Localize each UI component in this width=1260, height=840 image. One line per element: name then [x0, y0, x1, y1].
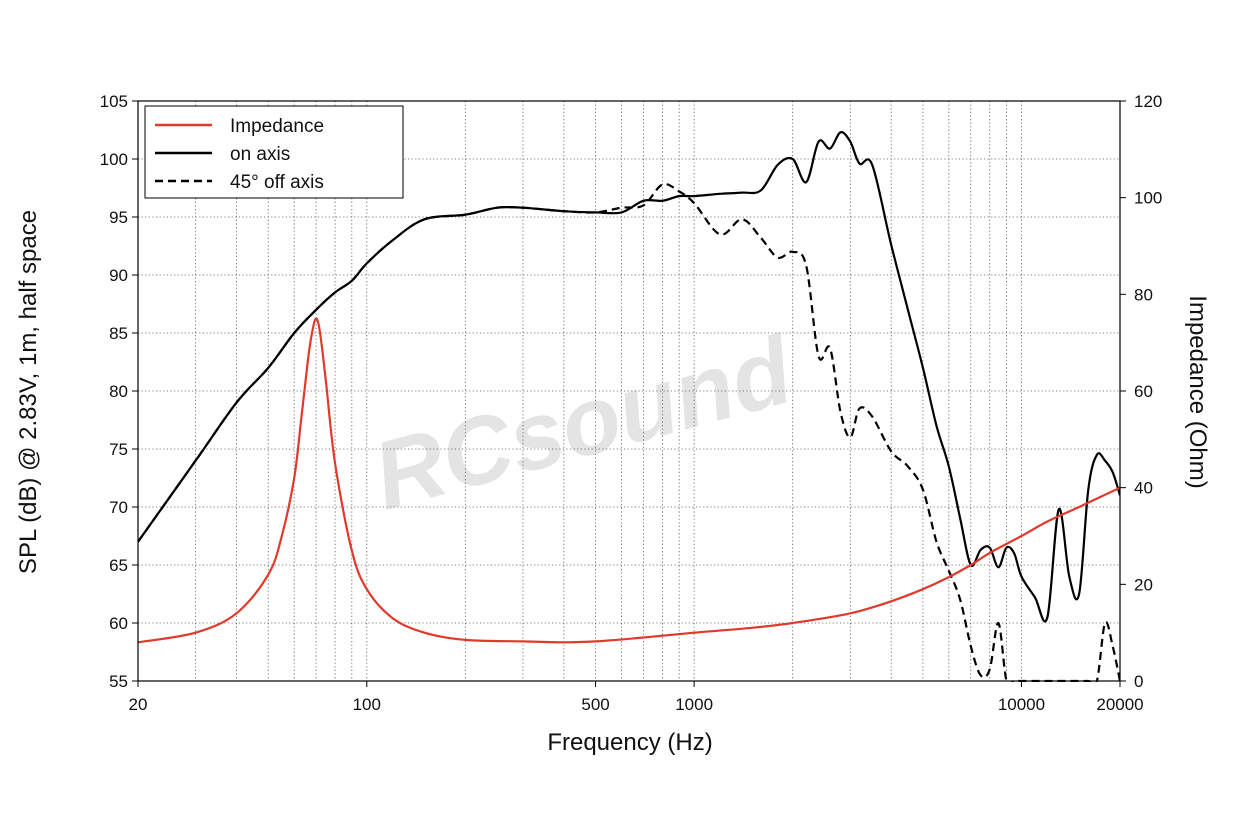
x-tick-label: 1000	[675, 695, 713, 714]
right-tick-label: 100	[1134, 189, 1162, 208]
left-tick-label: 100	[100, 150, 128, 169]
left-axis-ticks: 55 60 65 70 75 80 85 90 95 100 105	[100, 92, 138, 691]
left-axis-title: SPL (dB) @ 2.83V, 1m, half space	[15, 210, 42, 574]
left-tick-label: 65	[109, 556, 128, 575]
curves	[138, 131, 1120, 682]
legend-label-off-axis: 45° off axis	[230, 172, 324, 193]
right-tick-label: 0	[1134, 672, 1143, 691]
grid	[138, 101, 1120, 681]
left-tick-label: 55	[109, 672, 128, 691]
left-tick-label: 70	[109, 498, 128, 517]
right-axis-title: Impedance (Ohm)	[1184, 295, 1211, 488]
x-tick-label: 10000	[998, 695, 1045, 714]
impedance-curve	[138, 317, 1120, 644]
legend: Impedance on axis 45° off axis	[144, 105, 404, 199]
left-tick-label: 75	[109, 440, 128, 459]
x-axis-title: Frequency (Hz)	[547, 729, 712, 756]
watermark-text: RCsound	[363, 316, 805, 530]
right-tick-label: 40	[1134, 479, 1153, 498]
x-axis-ticks: 20 100 500 1000 10000 20000	[129, 681, 1144, 714]
left-tick-label: 90	[109, 266, 128, 285]
x-tick-label: 20	[129, 695, 148, 714]
right-tick-label: 20	[1134, 575, 1153, 594]
left-tick-label: 105	[100, 92, 128, 111]
legend-label-on-axis: on axis	[230, 144, 290, 165]
left-tick-label: 80	[109, 382, 128, 401]
x-tick-label: 100	[353, 695, 381, 714]
left-tick-label: 60	[109, 614, 128, 633]
right-tick-label: 120	[1134, 92, 1162, 111]
right-tick-label: 80	[1134, 285, 1153, 304]
x-tick-label: 500	[581, 695, 609, 714]
x-tick-label: 20000	[1096, 695, 1143, 714]
legend-label-impedance: Impedance	[230, 116, 324, 137]
watermark: RCsound	[363, 316, 805, 530]
on-axis-curve	[138, 131, 1120, 623]
left-tick-label: 95	[109, 208, 128, 227]
left-tick-label: 85	[109, 324, 128, 343]
right-axis-ticks: 0 20 40 60 80 100 120	[1120, 92, 1162, 691]
right-tick-label: 60	[1134, 382, 1153, 401]
